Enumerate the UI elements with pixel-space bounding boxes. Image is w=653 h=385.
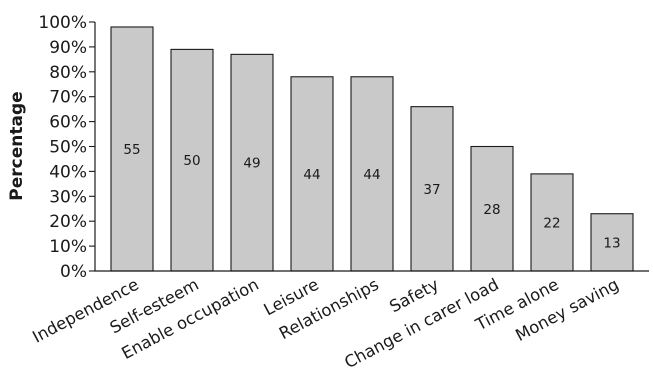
y-tick-label: 70%	[49, 88, 87, 108]
bar	[530, 173, 574, 272]
bar	[470, 145, 514, 272]
bars	[110, 26, 634, 272]
data-label: 22	[543, 215, 560, 231]
bar	[110, 26, 154, 272]
data-label: 50	[183, 153, 200, 169]
y-tick-label: 40%	[49, 162, 87, 182]
y-tick-label: 60%	[49, 113, 87, 133]
y-tick-label: 100%	[38, 13, 87, 33]
y-tick-label: 20%	[49, 212, 87, 232]
y-tick-label: 30%	[49, 187, 87, 207]
bar	[410, 106, 454, 272]
bar	[290, 76, 334, 272]
data-label: 28	[483, 202, 500, 218]
bar	[590, 213, 634, 272]
category-label: Money saving	[512, 275, 622, 345]
y-axis-label: Percentage	[7, 91, 27, 200]
y-tick-label: 10%	[49, 237, 87, 257]
bar	[350, 76, 394, 272]
data-label: 49	[243, 156, 260, 172]
data-label: 13	[603, 235, 620, 251]
bar	[170, 48, 214, 272]
y-axis-ticks: 0% 10% 20% 30% 40% 50% 60% 70% 80% 90% 100%	[38, 13, 95, 282]
data-label: 55	[123, 142, 140, 158]
data-labels: 55 50 49 44 44 37 28 22 13	[123, 142, 620, 251]
y-tick-label: 90%	[49, 38, 87, 58]
y-tick-label: 50%	[49, 138, 87, 158]
bar	[230, 53, 274, 272]
y-tick-label: 80%	[49, 63, 87, 83]
y-tick-label: 0%	[60, 262, 87, 282]
data-label: 44	[303, 167, 320, 183]
axis-lines	[94, 22, 649, 272]
data-label: 44	[363, 167, 380, 183]
data-label: 37	[423, 182, 440, 198]
